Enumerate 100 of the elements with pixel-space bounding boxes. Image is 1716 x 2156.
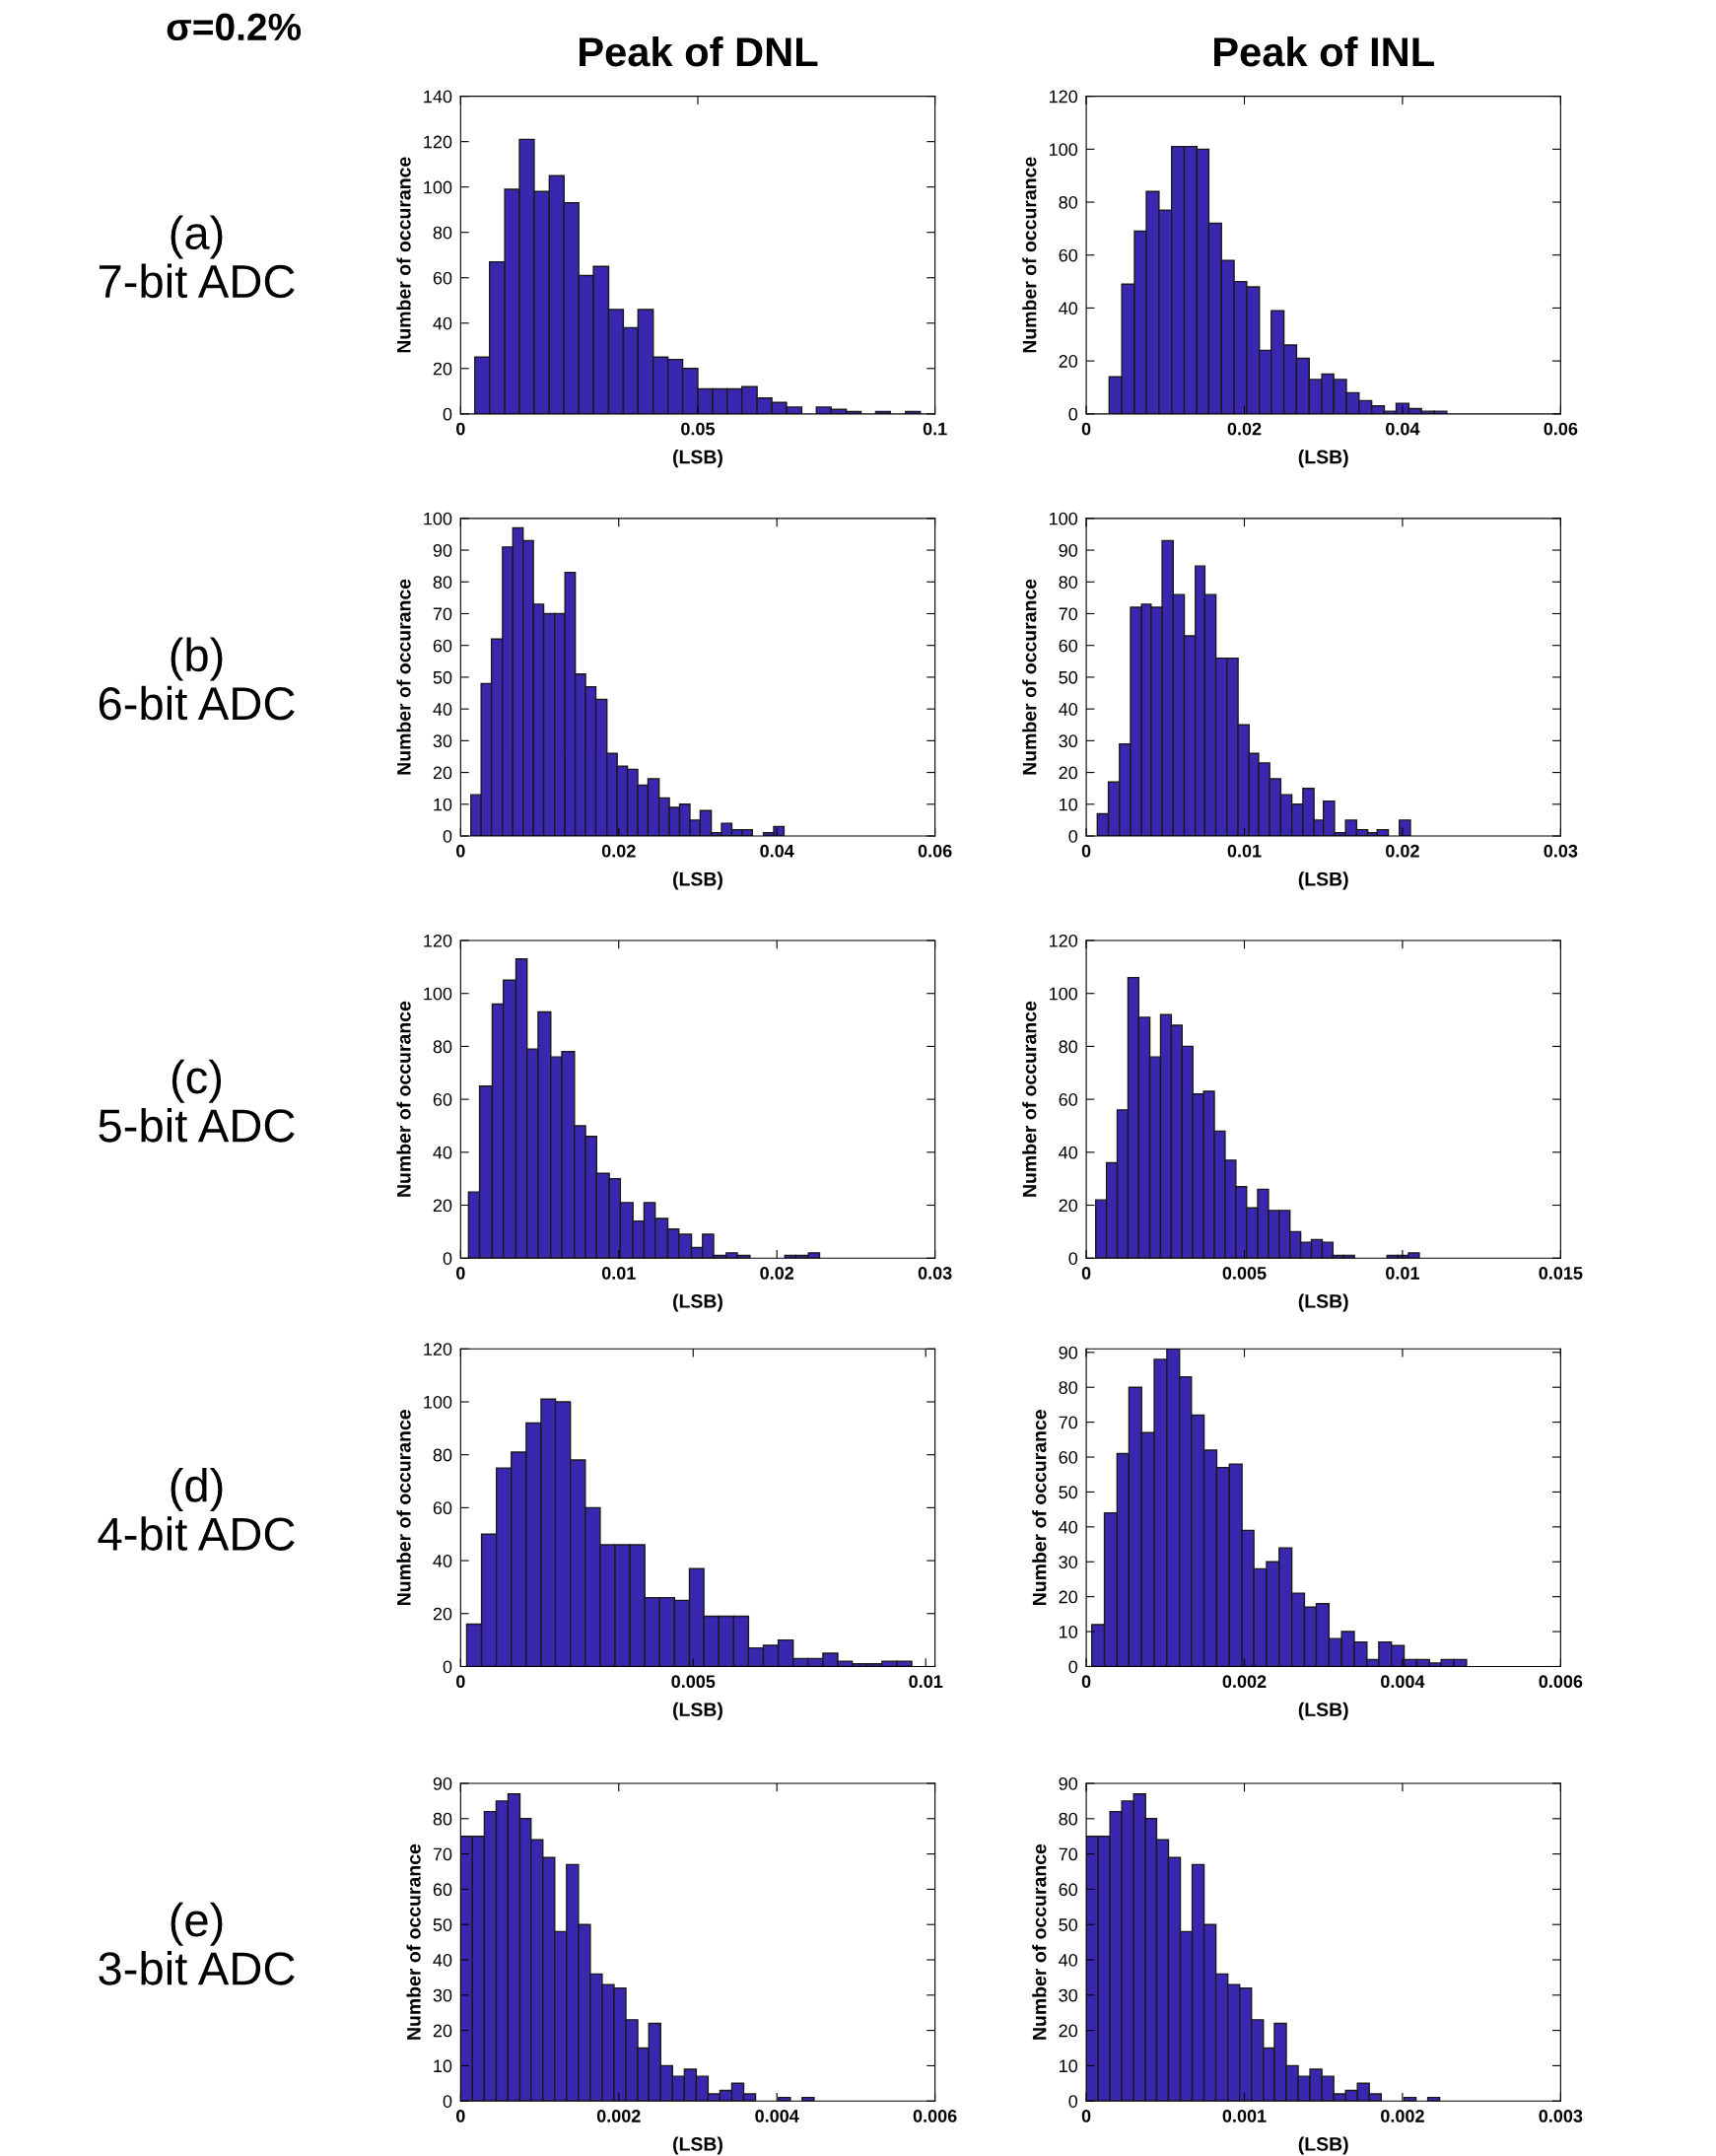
x-tick-label: 0.002 [1381,2110,1424,2122]
chart-title: Peak of DNL [580,35,818,67]
y-tick-label: 90 [1059,1346,1078,1359]
x-axis-title: (LSB) [673,1702,722,1720]
y-tick-label: 30 [433,1988,452,2002]
x-tick-label: 0 [1081,844,1091,858]
y-tick-label: 90 [1059,1776,1078,1790]
y-tick-label: 40 [1059,1520,1078,1534]
y-tick-label: 100 [1050,512,1078,525]
y-tick-label: 10 [1060,2059,1078,2073]
y-tick-label: 20 [1059,1199,1078,1213]
y-tick-label: 40 [433,1146,452,1159]
y-axis-title: Number of occurance [406,1843,421,2040]
y-tick-label: 70 [1059,1847,1078,1861]
x-axis-title: (LSB) [673,871,722,890]
y-tick-label: 0 [1068,1660,1078,1674]
y-tick-label: 100 [424,1395,452,1409]
x-tick-label: 0 [1081,422,1091,436]
chart-subtitle: σ=0.2% [167,13,302,41]
y-tick-label: 80 [433,1040,452,1054]
text: (e) 3-bit ADC [99,1902,295,1985]
x-tick-label: 0.06 [918,844,952,858]
y-tick-label: 60 [433,639,452,653]
x-tick-label: 0.06 [1544,422,1578,436]
y-tick-label: 20 [1059,766,1078,780]
y-tick-label: 80 [1059,1381,1078,1394]
y-axis-title: Number of occurance [396,579,411,775]
y-tick-label: 80 [433,576,452,589]
x-tick-label: 0.006 [1539,1675,1583,1689]
x-axis-title: (LSB) [1298,1293,1348,1312]
text: (a) 7-bit ADC [99,215,295,299]
y-tick-label: 80 [1059,195,1078,209]
y-tick-label: 60 [1059,1093,1078,1106]
y-tick-label: 0 [443,829,452,843]
x-tick-label: 0 [1081,2110,1091,2122]
y-tick-label: 50 [433,670,452,684]
y-axis-title: Number of occurance [1032,1843,1047,2040]
y-tick-label: 30 [1059,1988,1078,2002]
text: (d) 4-bit ADC [98,1468,295,1551]
x-tick-label: 0.01 [1386,1267,1419,1280]
y-tick-label: 40 [433,1555,452,1567]
x-tick-label: 0 [1081,1267,1091,1280]
x-tick-label: 0.01 [601,1267,636,1280]
x-tick-label: 0.01 [1227,844,1262,858]
y-tick-label: 140 [424,90,452,104]
y-axis-title: Number of occurance [1022,1001,1037,1197]
y-tick-label: 100 [424,987,452,1001]
x-tick-label: 0.02 [1386,844,1419,858]
y-tick-label: 30 [1059,1556,1078,1568]
x-tick-label: 0 [456,422,465,436]
text: (c) 5-bit ADC [99,1059,295,1143]
y-axis-title: Number of occurance [1022,579,1037,775]
y-tick-label: 90 [1059,543,1078,557]
y-tick-label: 120 [424,1343,452,1356]
y-tick-label: 100 [1050,143,1078,157]
y-tick-label: 0 [1068,829,1078,843]
x-tick-label: 0.02 [1227,422,1262,436]
x-tick-label: 0.001 [1222,2110,1267,2122]
text: (b) 6-bit ADC [99,637,295,721]
y-tick-label: 40 [433,703,452,716]
y-tick-label: 0 [443,1660,452,1674]
x-tick-label: 0.04 [1386,422,1420,436]
x-axis-title: (LSB) [1298,1702,1348,1720]
x-tick-label: 0.02 [601,844,636,858]
x-tick-label: 0 [456,2110,465,2122]
y-tick-label: 20 [433,1607,452,1621]
x-tick-label: 0.006 [913,2110,957,2122]
x-tick-label: 0.01 [909,1675,943,1689]
y-tick-label: 60 [1059,248,1078,262]
y-axis-title: Number of occurance [396,1001,411,1197]
y-tick-label: 50 [1059,1918,1078,1931]
y-tick-label: 90 [433,543,452,557]
x-tick-label: 0.005 [671,1675,716,1689]
y-tick-label: 50 [1059,1486,1078,1499]
y-tick-label: 120 [424,934,452,947]
y-tick-label: 10 [434,798,452,811]
x-tick-label: 0 [1081,1675,1091,1689]
x-tick-label: 0 [456,1675,465,1689]
x-tick-label: 0.03 [1544,844,1578,858]
y-tick-label: 10 [434,2059,452,2073]
y-tick-label: 70 [1059,1416,1078,1429]
y-tick-label: 70 [1059,607,1078,621]
y-tick-label: 120 [1050,90,1078,104]
x-axis-title: (LSB) [1298,450,1348,468]
y-tick-label: 80 [433,1448,452,1462]
y-tick-label: 80 [433,1812,452,1826]
x-tick-label: 0.1 [923,422,947,436]
x-tick-label: 0 [456,844,465,858]
chart-title: Peak of INL [1214,35,1434,67]
y-tick-label: 60 [433,1501,452,1515]
y-tick-label: 20 [1059,1590,1078,1604]
x-axis-title: (LSB) [673,1293,722,1312]
x-tick-label: 0 [456,1267,465,1280]
y-tick-label: 40 [433,316,452,330]
y-tick-label: 0 [443,407,452,421]
y-tick-label: 20 [433,2024,452,2038]
y-tick-label: 70 [433,607,452,621]
y-tick-label: 20 [1059,355,1078,368]
y-tick-label: 120 [424,135,452,149]
x-tick-label: 0.05 [681,422,716,436]
